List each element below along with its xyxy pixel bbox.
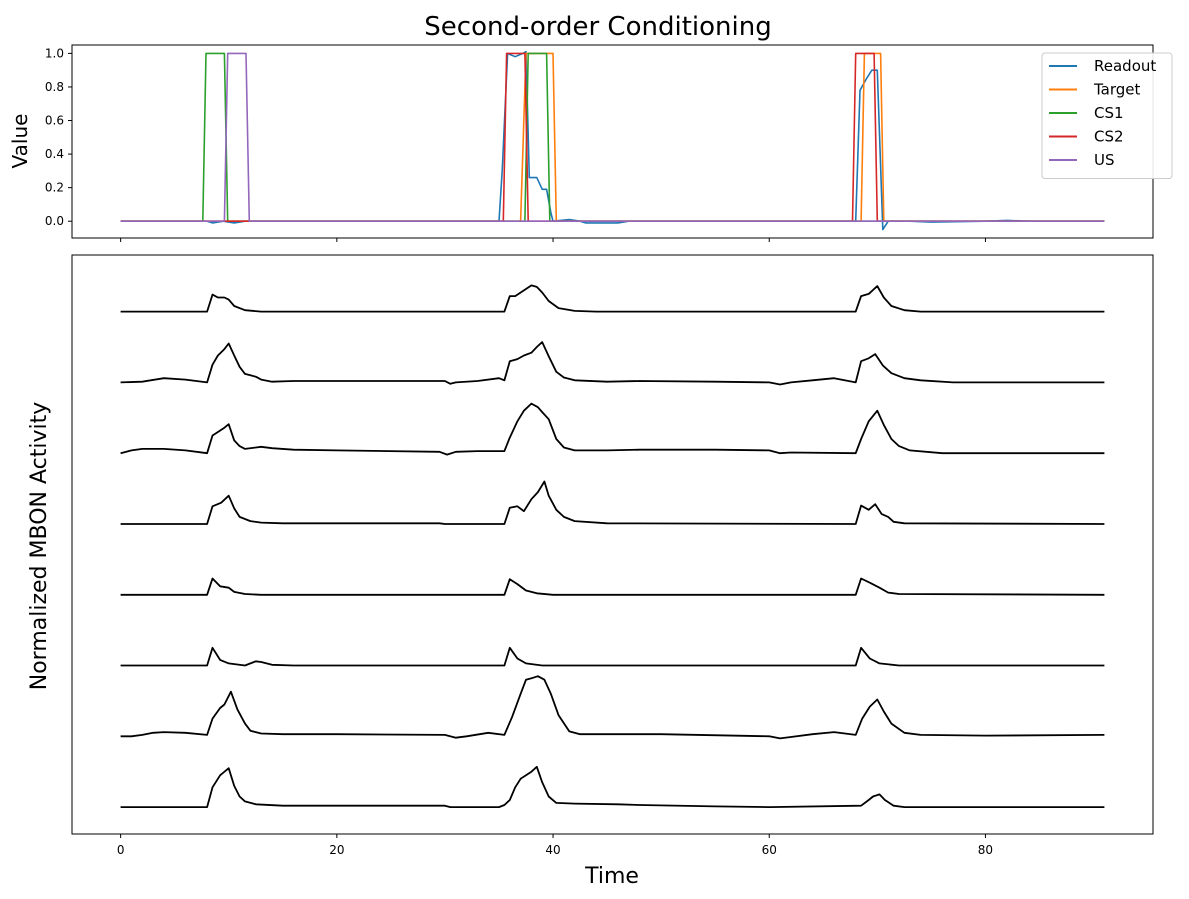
top-y-axis-label: Value [8, 114, 32, 169]
mbon-trace-6 [120, 646, 1105, 667]
legend: Readout Target CS1 CS2 US [1041, 52, 1173, 179]
top-y-tick-label: 0.0 [45, 214, 64, 228]
series-line-target [120, 52, 1105, 222]
series-line-cs2 [120, 52, 1105, 222]
x-tick-label: 40 [545, 843, 560, 857]
series-line-readout [120, 50, 1105, 231]
mbon-trace-4 [120, 480, 1105, 525]
x-tick-label: 0 [117, 843, 125, 857]
legend-box [1041, 52, 1173, 179]
bottom-panel: Normalized MBON Activity Time 0 20 40 60 80 [27, 254, 1154, 889]
mbon-trace-2 [120, 341, 1105, 386]
series-line-cs1 [120, 52, 1105, 222]
mbon-trace-1 [120, 284, 1105, 313]
bottom-series-group [120, 284, 1105, 808]
legend-label: Readout [1094, 57, 1156, 75]
legend-label: CS1 [1094, 104, 1124, 122]
legend-label: US [1094, 151, 1115, 169]
x-axis-label: Time [584, 864, 639, 889]
x-tick-label: 20 [329, 843, 344, 857]
top-plot-frame [71, 44, 1154, 239]
mbon-trace-8 [120, 765, 1105, 808]
x-tick-label: 80 [978, 843, 993, 857]
mbon-trace-3 [120, 402, 1105, 456]
x-tick-label: 60 [762, 843, 777, 857]
top-ticks: 0.0 0.2 0.4 0.6 0.8 1.0 [45, 46, 986, 242]
legend-label: Target [1093, 81, 1141, 99]
bottom-ticks: 0 20 40 60 80 [117, 834, 993, 857]
series-line-us [120, 52, 1105, 222]
bottom-y-axis-label: Normalized MBON Activity [27, 402, 52, 690]
top-panel: Second-order Conditioning Value 0.00.20.… [8, 12, 1173, 242]
chart-title: Second-order Conditioning [424, 12, 771, 42]
bottom-plot-frame [71, 254, 1154, 835]
mbon-trace-5 [120, 577, 1105, 596]
top-y-tick-label: 0.6 [45, 114, 64, 128]
top-y-tick-label: 0.2 [45, 181, 64, 195]
top-y-tick-label: 0.4 [45, 147, 64, 161]
top-y-tick-label: 0.8 [45, 80, 64, 94]
legend-label: CS2 [1094, 128, 1124, 146]
top-series-group [120, 50, 1105, 231]
mbon-trace-7 [120, 675, 1105, 740]
top-y-tick-label: 1.0 [45, 46, 64, 60]
